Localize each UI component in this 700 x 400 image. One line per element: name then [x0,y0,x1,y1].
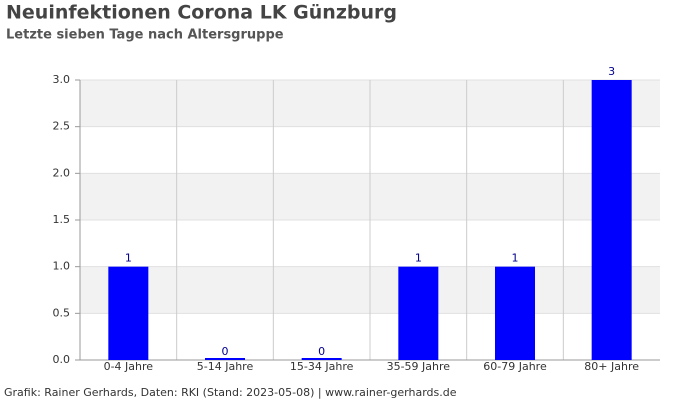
bar [398,266,439,360]
value-label: 1 [415,252,422,265]
value-label: 1 [512,252,519,265]
y-tick-label: 0.5 [53,306,71,319]
chart-subtitle: Letzte sieben Tage nach Altersgruppe [6,28,284,43]
x-tick-label: 35-59 Jahre [387,360,451,373]
chart-title: Neuinfektionen Corona LK Günzburg [6,2,397,24]
bar [495,266,535,360]
y-tick-label: 2.0 [53,166,71,179]
y-tick-label: 1.0 [53,260,71,273]
x-tick-label: 5-14 Jahre [197,360,254,373]
value-label: 0 [222,345,229,358]
x-tick-label: 0-4 Jahre [104,360,154,373]
y-tick-label: 3.0 [53,73,71,86]
value-label: 0 [318,345,325,358]
y-tick-label: 0.0 [53,353,71,366]
value-label: 1 [125,252,132,265]
bar [108,266,149,360]
x-tick-label: 80+ Jahre [584,360,639,373]
bar [591,80,632,360]
bar [205,358,245,360]
bar [301,358,342,360]
y-tick-label: 1.5 [53,213,71,226]
source-note: Grafik: Rainer Gerhards, Daten: RKI (Sta… [4,386,457,399]
x-tick-label: 15-34 Jahre [290,360,354,373]
y-tick-label: 2.5 [53,120,71,133]
value-label: 3 [608,65,615,78]
x-tick-label: 60-79 Jahre [483,360,547,373]
